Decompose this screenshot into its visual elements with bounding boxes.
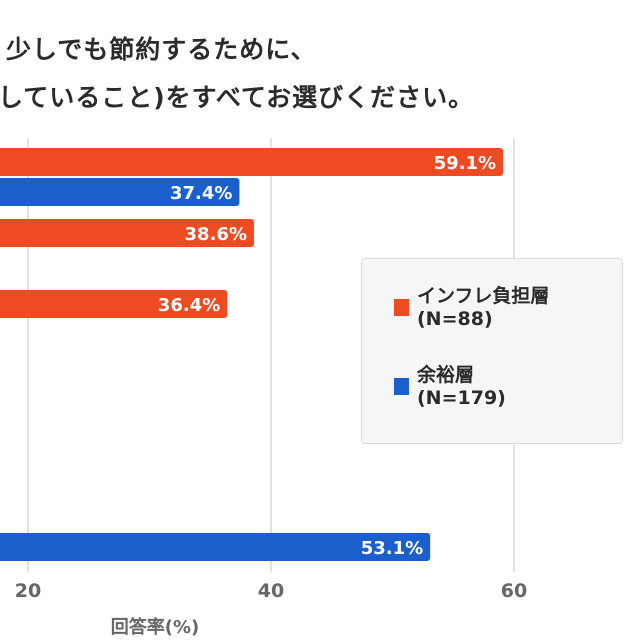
chart-title-line-1: 少しでも節約するために、 (6, 35, 317, 64)
data-label: 38.6% (185, 224, 247, 245)
legend-label-comfortable: 余裕層 (417, 364, 475, 386)
x-axis-label: 回答率(%) (111, 616, 200, 638)
legend-swatch-inflation (394, 299, 409, 316)
data-label: 53.1% (361, 538, 423, 559)
bar (0, 148, 504, 176)
x-tick-label: 60 (501, 580, 527, 602)
legend-n-inflation: (N=88) (417, 308, 493, 330)
bar (0, 533, 431, 561)
bar (0, 290, 228, 318)
chart-title-line-2: していること)をすべてお選びください。 (0, 83, 475, 112)
x-tick-label: 20 (15, 580, 41, 602)
x-tick-label: 40 (258, 580, 284, 602)
bar (0, 178, 240, 206)
legend-item-inflation: インフレ負担層 (N=88) (394, 285, 549, 331)
bar (0, 219, 254, 247)
legend-item-comfortable: 余裕層 (N=179) (394, 364, 506, 410)
data-label: 37.4% (170, 183, 232, 204)
legend-n-comfortable: (N=179) (417, 387, 506, 409)
legend: インフレ負担層 (N=88) 余裕層 (N=179) (361, 258, 623, 444)
legend-label-inflation: インフレ負担層 (417, 285, 550, 307)
data-label: 59.1% (434, 153, 496, 174)
data-label: 36.4% (158, 295, 220, 316)
legend-swatch-comfortable (394, 378, 409, 395)
